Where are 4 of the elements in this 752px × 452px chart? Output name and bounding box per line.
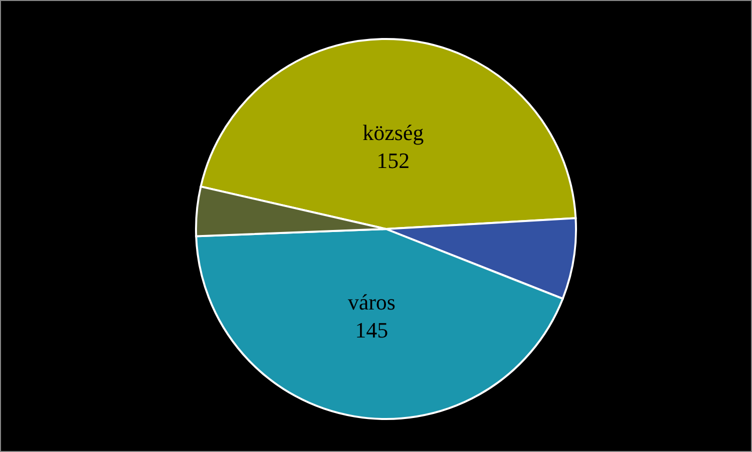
slice-label: város [348, 289, 396, 314]
data-label: 152 [376, 148, 410, 173]
data-label: 145 [355, 317, 388, 342]
slice-label: község [362, 120, 424, 145]
